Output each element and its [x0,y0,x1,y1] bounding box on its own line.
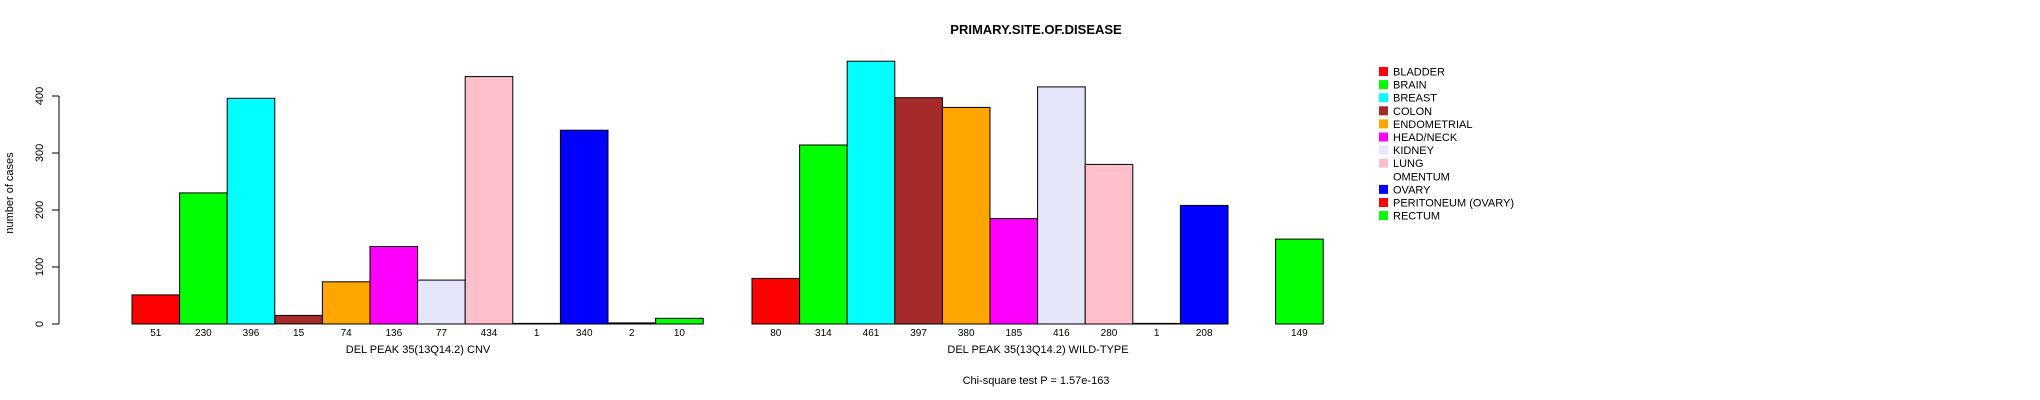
bar-wild-type-ovary [1179,204,1229,325]
bar-value-label-wild-type-brain: 314 [815,328,832,339]
y-tick-label-400: 400 [34,87,46,105]
chart-title: PRIMARY.SITE.OF.DISEASE [950,22,1122,37]
bar-value-label-wild-type-colon: 397 [910,328,927,339]
bar-wild-type-bladder [751,277,801,325]
legend-label-peritoneum-ovary: PERITONEUM (OVARY) [1393,198,1514,210]
legend-swatch-endometrial [1379,119,1388,129]
bar-wild-type-omentum [1132,322,1181,325]
bars-cnv [131,76,704,325]
y-axis-cnv: 0 100 200 300 400 [34,87,60,327]
bar-cnv-breast [226,97,276,325]
bar-cnv-bladder [131,294,181,325]
bar-cnv-brain [179,192,228,325]
bars-wild-type [751,60,1324,325]
bar-cnv-rectum [655,317,704,325]
bar-cnv-omentum [512,322,561,325]
legend-label-head-neck: HEAD/NECK [1393,132,1458,144]
legend-swatch-omentum [1379,171,1388,181]
legend-swatch-peritoneum-ovary [1379,198,1388,207]
bar-cnv-colon [274,314,323,325]
bar-wild-type-rectum [1275,238,1324,325]
bar-wild-type-colon [894,97,943,325]
legend-swatch-brain [1379,80,1388,90]
bar-value-label-cnv-endometrial: 74 [341,328,353,339]
bar-value-label-wild-type-bladder: 80 [770,328,782,339]
legend-swatch-rectum [1379,211,1388,221]
bar-value-label-cnv-rectum: 10 [674,328,686,339]
bar-wild-type-head-neck [989,218,1039,325]
bar-cnv-peritoneum-ovary [607,322,657,325]
bar-value-label-cnv-peritoneum-ovary: 2 [629,328,635,339]
bar-value-label-wild-type-kidney: 416 [1053,328,1070,339]
bar-wild-type-kidney [1037,86,1086,325]
legend-swatch-lung [1379,158,1388,168]
legend-label-bladder: BLADDER [1393,67,1445,79]
legend-label-endometrial: ENDOMETRIAL [1393,119,1472,131]
bar-value-label-cnv-kidney: 77 [436,328,448,339]
bar-value-label-cnv-lung: 434 [481,328,498,339]
legend-label-omentum: OMENTUM [1393,171,1450,183]
bar-value-labels-wild-type: 80 314 461 397 380 185 416 280 1 208 149 [770,328,1308,339]
bar-value-label-cnv-breast: 396 [243,328,260,339]
legend-swatch-colon [1379,106,1388,116]
bar-value-label-cnv-omentum: 1 [534,328,540,339]
legend-label-rectum: RECTUM [1393,211,1440,223]
bar-cnv-endometrial [321,281,371,325]
bar-value-labels-cnv: 51 230 396 15 74 136 77 434 1 340 2 10 [150,328,685,339]
x-axis-label-wild-type: DEL PEAK 35(13Q14.2) WILD-TYPE [947,344,1128,356]
bar-value-label-wild-type-omentum: 1 [1154,328,1160,339]
legend: BLADDERBRAINBREASTCOLONENDOMETRIALHEAD/N… [1379,67,1514,223]
bar-wild-type-lung [1084,163,1134,325]
y-tick-label-0: 0 [34,321,46,327]
bar-value-label-cnv-ovary: 340 [576,328,593,339]
bar-wild-type-endometrial [941,106,991,325]
legend-swatch-breast [1379,93,1388,103]
bar-value-label-wild-type-lung: 280 [1101,328,1118,339]
bar-value-label-cnv-bladder: 51 [150,328,162,339]
legend-swatch-kidney [1379,145,1388,155]
bar-cnv-kidney [417,279,466,325]
legend-swatch-ovary [1379,184,1388,194]
y-tick-label-100: 100 [34,258,46,276]
bar-value-label-cnv-brain: 230 [195,328,212,339]
x-axis-label-cnv: DEL PEAK 35(13Q14.2) CNV [346,344,491,356]
bar-cnv-head-neck [369,246,419,325]
bar-value-label-cnv-colon: 15 [293,328,305,339]
chi-square-footnote: Chi-square test P = 1.57e-163 [963,375,1110,387]
bar-value-label-wild-type-ovary: 208 [1196,328,1213,339]
bar-value-label-cnv-head-neck: 136 [385,328,402,339]
bar-value-label-wild-type-breast: 461 [863,328,880,339]
legend-label-breast: BREAST [1393,93,1437,105]
y-tick-label-200: 200 [34,201,46,219]
legend-label-lung: LUNG [1393,158,1424,170]
legend-swatch-head-neck [1379,132,1388,142]
chart-panel-cnv: 51 230 396 15 74 136 77 434 1 340 2 10 0 100 200 300 40… [4,76,704,356]
bar-cnv-ovary [559,129,609,325]
bar-value-label-wild-type-rectum: 149 [1291,328,1308,339]
legend-label-colon: COLON [1393,106,1432,118]
legend-swatch-bladder [1379,67,1388,76]
bar-cnv-lung [464,76,514,325]
bar-value-label-wild-type-endometrial: 380 [958,328,975,339]
bar-wild-type-brain [799,144,848,325]
legend-label-brain: BRAIN [1393,80,1427,92]
legend-label-ovary: OVARY [1393,184,1431,196]
y-tick-label-300: 300 [34,144,46,162]
legend-label-kidney: KIDNEY [1393,145,1435,157]
chart-panel-wild-type: 80 314 461 397 380 185 416 280 1 208 149 DEL PEAK … [751,60,1324,356]
bar-value-label-wild-type-head-neck: 185 [1005,328,1022,339]
y-axis-label: number of cases [4,152,16,234]
bar-wild-type-breast [846,60,896,325]
